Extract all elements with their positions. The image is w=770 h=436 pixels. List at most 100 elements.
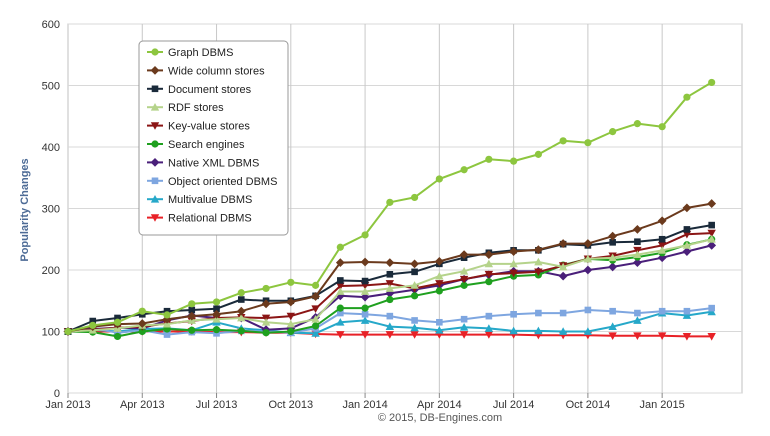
data-point	[261, 299, 271, 309]
data-point	[657, 253, 667, 263]
data-point	[608, 253, 617, 262]
data-point	[410, 292, 419, 300]
legend-marker	[150, 66, 160, 75]
data-point	[236, 306, 246, 316]
data-point	[410, 193, 419, 202]
data-point	[212, 315, 221, 323]
legend-marker	[150, 195, 160, 203]
data-point	[459, 331, 469, 339]
legend-item[interactable]: Wide column stores	[147, 65, 265, 77]
data-point	[163, 311, 171, 319]
data-point	[188, 300, 196, 308]
data-point	[262, 329, 270, 337]
data-point	[434, 256, 444, 266]
data-point	[683, 93, 691, 101]
series-graph-dbms	[64, 78, 716, 336]
data-point	[484, 324, 494, 332]
data-point	[633, 250, 642, 259]
data-point	[509, 326, 518, 335]
data-point	[286, 319, 296, 328]
data-point	[435, 175, 443, 183]
legend-label: Document stores	[168, 84, 252, 96]
data-point	[708, 78, 716, 87]
data-point	[188, 326, 196, 334]
x-tick-label: Jul 2014	[493, 399, 535, 411]
data-point	[459, 267, 469, 275]
x-tick-label: Apr 2013	[120, 399, 165, 411]
legend-item[interactable]: Key-value stores	[147, 121, 250, 133]
data-point	[658, 307, 666, 315]
data-point	[682, 311, 692, 319]
chart-credit: © 2015, DB-Engines.com	[378, 412, 502, 424]
data-point	[361, 277, 369, 285]
data-point	[163, 307, 171, 315]
data-point	[558, 262, 568, 271]
data-point	[533, 245, 543, 255]
data-point	[558, 239, 568, 248]
y-axis-label: Popularity Changes	[19, 158, 31, 261]
data-point	[609, 128, 617, 136]
series-layer	[63, 78, 717, 341]
x-tick-label: Apr 2014	[417, 399, 462, 411]
data-point	[707, 199, 717, 208]
data-point	[138, 327, 146, 336]
legend-item[interactable]: Graph DBMS	[147, 47, 233, 59]
data-point	[311, 281, 320, 289]
legend-marker	[151, 177, 159, 185]
data-point	[386, 295, 394, 304]
legend-item[interactable]: Native XML DBMS	[147, 157, 259, 169]
data-point	[683, 226, 691, 233]
data-point	[633, 258, 642, 268]
legend-item[interactable]: Relational DBMS	[147, 213, 252, 225]
x-tick-label: Oct 2014	[566, 399, 611, 411]
data-point	[459, 275, 469, 284]
data-point	[609, 239, 616, 246]
data-point	[682, 333, 692, 341]
data-point	[162, 319, 172, 328]
data-point	[460, 166, 468, 174]
data-point	[114, 314, 121, 322]
data-point	[213, 305, 220, 313]
data-point	[535, 309, 542, 317]
legend-marker	[150, 122, 160, 130]
data-point	[634, 309, 641, 317]
legend-marker	[151, 140, 159, 148]
legend-label: Relational DBMS	[168, 213, 252, 225]
data-point	[510, 157, 518, 165]
data-point	[609, 307, 616, 315]
data-point	[657, 332, 667, 341]
x-tick-label: Jul 2013	[196, 399, 238, 411]
legend-item[interactable]: Object oriented DBMS	[147, 176, 277, 188]
data-point	[237, 313, 246, 322]
data-point	[460, 281, 468, 289]
data-point	[337, 277, 344, 284]
legend-label: RDF stores	[168, 102, 224, 114]
data-point	[682, 230, 692, 239]
data-point	[361, 304, 369, 312]
data-point	[163, 331, 171, 338]
data-point	[311, 305, 320, 313]
y-tick-label: 0	[54, 388, 60, 400]
data-point	[286, 312, 296, 321]
data-point	[608, 332, 617, 341]
data-point	[583, 327, 593, 335]
data-point	[336, 287, 345, 295]
x-tick-label: Jan 2015	[640, 399, 685, 411]
data-point	[137, 319, 147, 328]
data-point	[113, 332, 122, 341]
legend-item[interactable]: Document stores	[147, 84, 252, 96]
data-point	[386, 312, 394, 320]
data-point	[658, 123, 666, 131]
data-point	[286, 297, 296, 307]
legend-item[interactable]: RDF stores	[147, 102, 224, 114]
data-point	[510, 310, 517, 318]
legend-item[interactable]: Search engines	[147, 139, 245, 151]
data-point	[608, 262, 618, 272]
legend-item[interactable]: Multivalue DBMS	[147, 194, 252, 206]
data-point	[138, 307, 146, 315]
data-point	[311, 329, 320, 337]
data-point	[261, 318, 271, 326]
data-point	[411, 317, 418, 324]
